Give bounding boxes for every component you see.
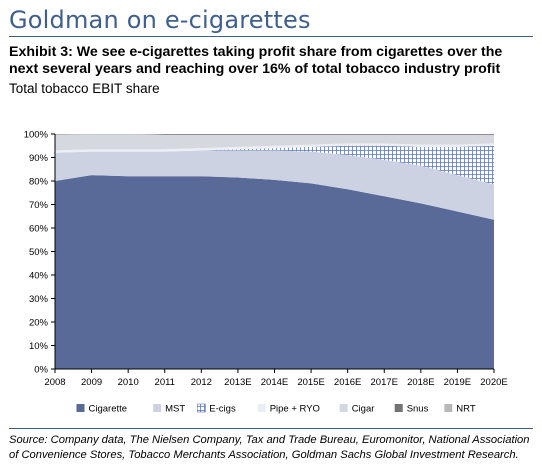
x-tick-label: 2008 (44, 377, 65, 388)
x-tick-label: 2014E (261, 377, 288, 388)
y-tick-label: 40% (29, 270, 49, 281)
legend-swatch-pipe_ryo (257, 404, 266, 412)
area-cigarette (55, 175, 494, 369)
exhibit-title: Exhibit 3: We see e-cigarettes taking pr… (9, 44, 503, 77)
x-tick-label: 2010 (118, 377, 139, 388)
y-axis: 0% 10% 20% 30% 40% 50% 60% 70% 80% 90% 100% (24, 129, 56, 375)
x-tick-label: 2016E (334, 377, 361, 388)
area-cigar (55, 134, 494, 151)
y-tick-label: 70% (29, 200, 49, 211)
headline: Goldman on e-cigarettes (9, 6, 311, 34)
legend-swatch-cigarette (76, 404, 85, 412)
legend-swatch-cigar (339, 404, 348, 412)
legend-swatch-ecigs_grid (197, 403, 206, 413)
x-tick-label: 2018E (407, 377, 434, 388)
legend-swatch-nrt (444, 404, 453, 412)
legend-label-ecigs_grid: E-cigs (209, 404, 236, 415)
area-ecigs_grid (55, 145, 494, 185)
area-nrt (55, 134, 494, 136)
y-tick-label: 100% (24, 129, 49, 140)
area-mst (55, 150, 494, 220)
legend-label-nrt: NRT (456, 404, 476, 415)
legend-label-snus: Snus (407, 404, 429, 415)
y-tick-label: 50% (29, 247, 49, 258)
y-tick-label: 90% (29, 153, 49, 164)
x-tick-label: 2019E (444, 377, 471, 388)
headline-rule (9, 36, 533, 37)
x-axis: 2008 2009 2010 2011 2012 2013E 2014E 2015E 2016E… (44, 368, 508, 388)
ebit-share-chart: 0%10%20%30%40%50%60%70%80%90%100% 2008 20… (24, 129, 508, 415)
chart-subtitle: Total tobacco EBIT share (9, 81, 160, 96)
x-tick-label: 2015E (297, 377, 324, 388)
legend-swatch-mst (153, 404, 162, 412)
legend-label-cigarette: Cigarette (89, 404, 128, 415)
y-tick-label: 30% (29, 294, 49, 305)
legend-label-pipe_ryo: Pipe + RYO (270, 404, 320, 415)
source-rule (9, 428, 533, 429)
area-snus (55, 134, 494, 136)
legend-label-mst: MST (165, 404, 185, 415)
x-tick-label: 2012 (191, 377, 212, 388)
x-tick-label: 2013E (224, 377, 251, 388)
y-tick-label: 60% (29, 223, 49, 234)
x-tick-label: 2017E (371, 377, 398, 388)
legend: Cigarette MST E-cigs Pipe + RYO Cigar Snus NRT (76, 403, 476, 415)
source-note: Source: Company data, The Nielsen Compan… (9, 434, 530, 461)
x-tick-label: 2009 (81, 377, 102, 388)
y-tick-label: 20% (29, 317, 49, 328)
y-tick-label: 80% (29, 176, 49, 187)
y-tick-label: 10% (29, 341, 49, 352)
x-tick-label: 2020E (480, 377, 507, 388)
legend-label-cigar: Cigar (352, 404, 375, 415)
legend-swatch-snus (394, 404, 403, 412)
x-tick-label: 2011 (155, 377, 175, 388)
y-tick-label: 0% (34, 364, 48, 375)
plot-areas (55, 134, 494, 369)
